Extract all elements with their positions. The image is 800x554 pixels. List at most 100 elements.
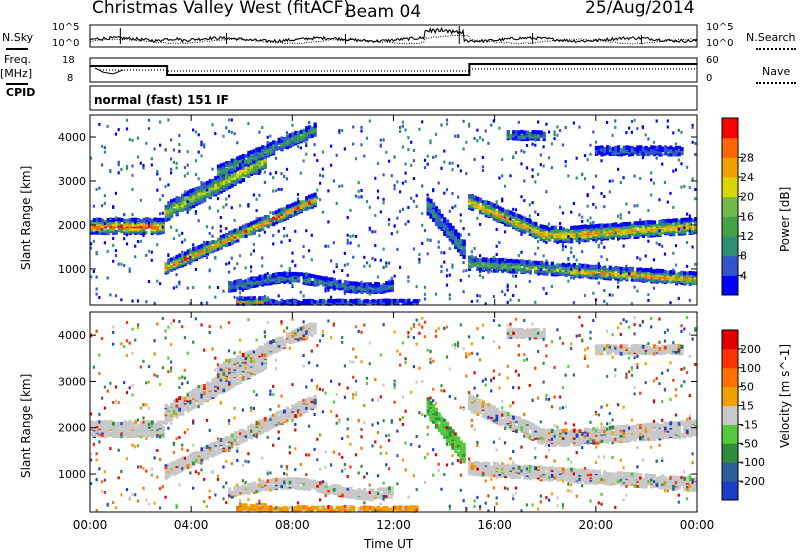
power-cell xyxy=(255,164,259,169)
power-cell xyxy=(167,216,171,221)
power-cell xyxy=(382,283,386,287)
power-cell xyxy=(274,217,279,222)
power-speckle xyxy=(310,299,313,303)
power-speckle xyxy=(575,233,578,237)
power-speckle xyxy=(539,268,542,272)
power-cell xyxy=(244,223,248,228)
power-speckle xyxy=(216,209,220,213)
power-speckle xyxy=(603,195,606,198)
power-speckle xyxy=(125,118,129,122)
velocity-cell xyxy=(194,454,198,459)
power-cell xyxy=(228,283,232,288)
power-cell xyxy=(434,208,439,213)
power-cell xyxy=(239,176,243,181)
power-speckle xyxy=(175,196,178,199)
power-speckle xyxy=(343,263,346,267)
power-speckle xyxy=(159,282,162,286)
power-cell xyxy=(216,245,221,250)
power-cell xyxy=(128,229,132,234)
power-speckle xyxy=(136,155,140,159)
power-speckle xyxy=(473,259,476,263)
velocity-speckle xyxy=(175,412,178,416)
power-speckle xyxy=(335,153,338,157)
power-speckle xyxy=(136,240,140,243)
power-cell xyxy=(636,148,640,153)
power-cell xyxy=(319,279,323,284)
power-speckle xyxy=(625,131,628,135)
velocity-cell xyxy=(172,464,176,469)
power-speckle xyxy=(341,269,344,272)
power-speckle xyxy=(197,219,200,223)
power-speckle xyxy=(156,172,159,176)
power-speckle xyxy=(258,193,261,197)
power-speckle xyxy=(360,189,363,192)
power-speckle xyxy=(404,162,407,166)
power-speckle xyxy=(147,221,151,225)
power-cell xyxy=(170,259,174,264)
power-speckle xyxy=(330,259,333,263)
power-speckle xyxy=(633,118,636,122)
power-speckle xyxy=(465,140,468,144)
cpid-label: CPID xyxy=(6,86,36,99)
power-speckle xyxy=(382,266,385,269)
power-speckle xyxy=(280,187,283,191)
power-speckle xyxy=(451,206,454,210)
power-cell xyxy=(269,141,273,146)
power-speckle xyxy=(357,195,360,199)
power-cell xyxy=(203,244,207,249)
power-cell xyxy=(244,159,248,164)
power-cell xyxy=(92,230,96,235)
power-speckle xyxy=(382,197,385,201)
power-speckle xyxy=(219,224,222,228)
power-speckle xyxy=(523,199,526,203)
power-speckle xyxy=(672,251,675,255)
velocity-speckle xyxy=(156,475,159,479)
power-speckle xyxy=(112,205,115,209)
power-speckle xyxy=(688,186,691,189)
power-cell xyxy=(498,206,502,211)
power-cell xyxy=(514,259,519,264)
power-speckle xyxy=(468,122,471,126)
power-speckle xyxy=(528,218,531,222)
velocity-cell xyxy=(95,432,99,437)
power-cell xyxy=(650,145,654,150)
power-speckle xyxy=(153,301,156,305)
power-speckle xyxy=(600,192,603,196)
velocity-cell xyxy=(139,426,143,431)
power-cell xyxy=(432,202,436,207)
power-speckle xyxy=(159,212,162,216)
velocity-speckle xyxy=(186,449,189,452)
power-cell xyxy=(261,274,265,279)
power-cell xyxy=(208,247,212,252)
velocity-speckle xyxy=(181,467,184,471)
power-cell xyxy=(283,271,287,276)
power-speckle xyxy=(255,209,258,213)
nsky-label: N.Sky xyxy=(2,31,34,44)
power-speckle xyxy=(509,270,512,274)
power-speckle xyxy=(98,186,101,190)
noise-right-top-tick: 10^5 xyxy=(706,22,734,33)
power-speckle xyxy=(512,294,515,297)
power-cell xyxy=(277,137,281,142)
power-cell xyxy=(192,201,196,205)
cpid-frame xyxy=(89,85,698,111)
power-cell xyxy=(548,264,552,269)
velocity-speckle xyxy=(125,321,129,325)
power-cell xyxy=(437,214,441,219)
power-speckle xyxy=(421,223,424,227)
power-speckle xyxy=(244,283,247,286)
power-cell xyxy=(247,150,251,155)
power-cell xyxy=(468,198,472,203)
power-speckle xyxy=(352,234,355,238)
power-cell xyxy=(517,217,521,222)
power-cell xyxy=(153,221,157,226)
power-speckle xyxy=(470,254,473,258)
power-cell xyxy=(556,236,560,241)
power-speckle xyxy=(222,177,225,180)
power-cell xyxy=(172,208,176,213)
power-cell xyxy=(672,220,676,225)
power-cell xyxy=(412,299,416,304)
power-cell xyxy=(313,131,317,136)
power-speckle xyxy=(145,217,148,221)
power-cell xyxy=(175,265,179,270)
